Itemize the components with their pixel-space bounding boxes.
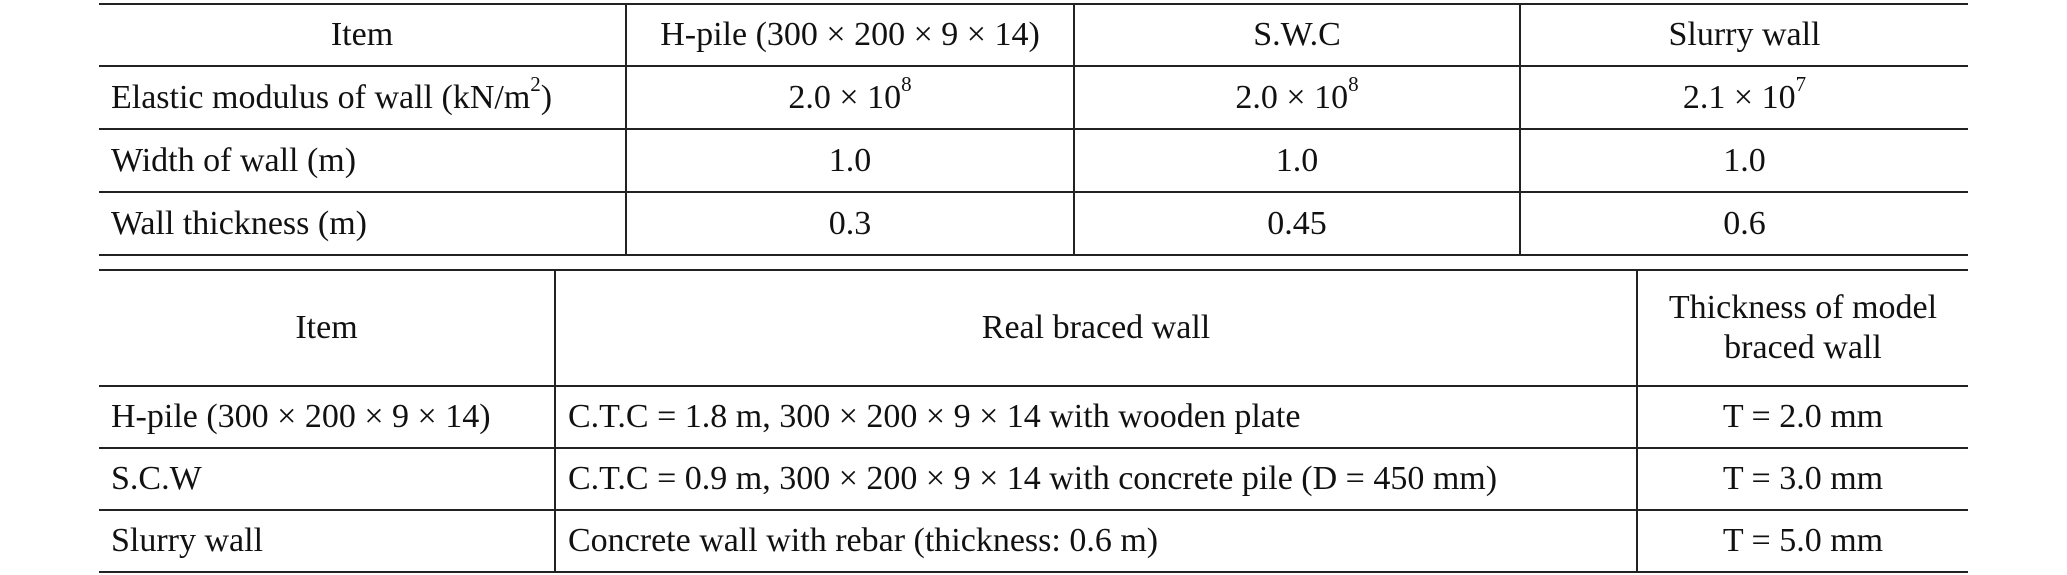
header-cell: Item [99, 3, 626, 67]
table-cell: 0.3 [625, 191, 1074, 256]
braced-wall-table: Item Real braced wall Thickness of model b… [99, 269, 1968, 573]
table-cell: S.C.W [99, 447, 555, 511]
superscript: 8 [1348, 72, 1359, 97]
properties-table: Item H-pile (300 × 200 × 9 × 14) S.W.C Slur… [99, 3, 1968, 256]
table-cell: 2.1 × 107 [1519, 65, 1968, 130]
table-cell: Width of wall (m) [99, 128, 626, 193]
header-row: Item Real braced wall Thickness of model b… [99, 269, 1968, 387]
header-row: Item H-pile (300 × 200 × 9 × 14) S.W.C Slur… [99, 3, 1968, 67]
header-cell: H-pile (300 × 200 × 9 × 14) [625, 3, 1074, 67]
superscript: 7 [1795, 72, 1807, 97]
table-cell: Elastic modulus of wall (kN/m2) [99, 65, 626, 130]
table-cell: 1.0 [1073, 128, 1520, 193]
table-cell: Slurry wall [99, 509, 555, 573]
superscript: 8 [901, 72, 912, 97]
header-cell: Slurry wall [1519, 3, 1968, 67]
table-cell: 0.6 [1519, 191, 1968, 256]
header-cell: Real braced wall [554, 269, 1637, 387]
table-cell: T = 5.0 mm [1636, 509, 1968, 573]
table-row: Slurry wall Concrete wall with rebar (thi… [99, 509, 1968, 573]
superscript: 2 [530, 72, 541, 97]
table-row: Width of wall (m) 1.0 1.0 1.0 [99, 128, 1968, 193]
table-cell: Wall thickness (m) [99, 191, 626, 256]
table-row: S.C.W C.T.C = 0.9 m, 300 × 200 × 9 × 14 w… [99, 447, 1968, 511]
header-cell: Item [99, 269, 555, 387]
table-row: Elastic modulus of wall (kN/m2) 2.0 × 108… [99, 65, 1968, 130]
table-cell: 0.45 [1073, 191, 1520, 256]
header-cell: S.W.C [1073, 3, 1520, 67]
table-cell: T = 2.0 mm [1636, 385, 1968, 449]
table-cell: Concrete wall with rebar (thickness: 0.6… [554, 509, 1637, 573]
table-row: Wall thickness (m) 0.3 0.45 0.6 [99, 191, 1968, 256]
text-segment: 2.1 × 10 [1682, 78, 1796, 116]
text-segment: ) [540, 78, 553, 116]
table-cell: C.T.C = 1.8 m, 300 × 200 × 9 × 14 with w… [554, 385, 1637, 449]
table-cell: H-pile (300 × 200 × 9 × 14) [99, 385, 555, 449]
table-cell: 1.0 [625, 128, 1074, 193]
header-cell: Thickness of model braced wall [1636, 269, 1968, 387]
text-segment: Elastic modulus of wall (kN/m [111, 78, 531, 116]
table-cell: 2.0 × 108 [1073, 65, 1520, 130]
text-segment: 2.0 × 10 [788, 78, 902, 116]
table-row: H-pile (300 × 200 × 9 × 14) C.T.C = 1.8 m… [99, 385, 1968, 449]
table-cell: C.T.C = 0.9 m, 300 × 200 × 9 × 14 with c… [554, 447, 1637, 511]
text-segment: 2.0 × 10 [1235, 78, 1349, 116]
table-cell: T = 3.0 mm [1636, 447, 1968, 511]
table-cell: 2.0 × 108 [625, 65, 1074, 130]
table-cell: 1.0 [1519, 128, 1968, 193]
